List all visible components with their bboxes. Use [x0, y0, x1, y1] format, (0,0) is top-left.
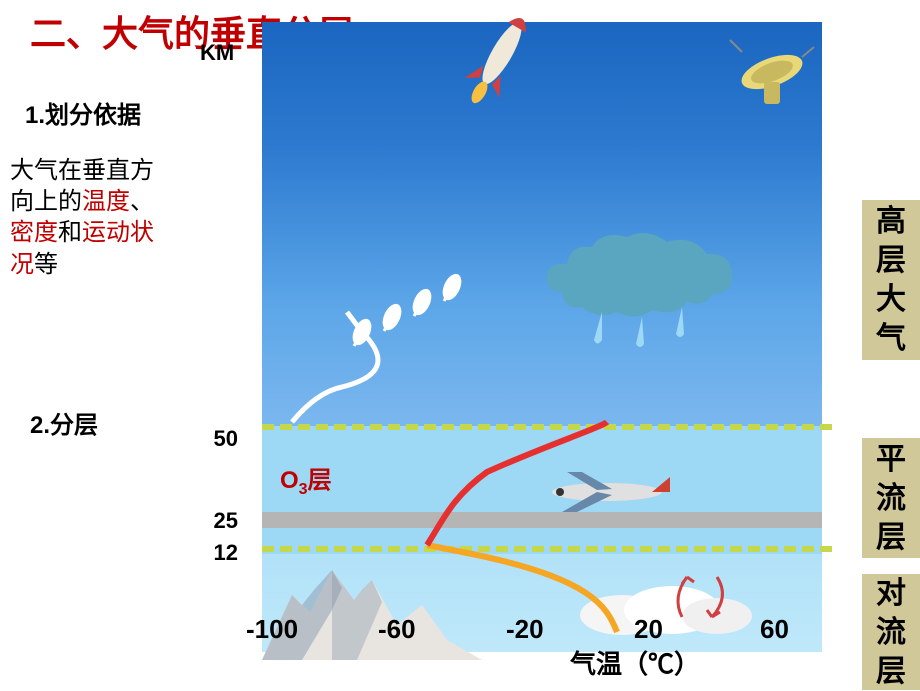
layer-label-high: 高层大气: [862, 200, 920, 360]
section1-heading: 1.划分依据: [25, 95, 141, 130]
o3-O: O: [280, 467, 299, 494]
o3-layer: 层: [308, 467, 332, 494]
o3-label: O3层: [280, 460, 332, 499]
desc-4b: 等: [34, 251, 58, 278]
y-tick-12: 12: [198, 540, 238, 566]
km-axis-label: KM: [200, 40, 234, 66]
desc-3b: 和: [58, 219, 82, 246]
x-tick-n60: -60: [378, 614, 416, 645]
x-axis-label: 气温（℃）: [570, 644, 700, 681]
layer-tropo-text: 对流层: [876, 574, 906, 691]
x-tick-n100: -100: [246, 614, 298, 645]
layer-label-strato: 平流层: [862, 438, 920, 558]
layer-strato-text: 平流层: [876, 440, 906, 557]
atmosphere-diagram: O3层: [262, 22, 822, 652]
description-text: 大气在垂直方 向上的温度、 密度和运动状 况等: [10, 155, 210, 280]
desc-2c: 、: [130, 188, 154, 215]
desc-3c: 运动状: [82, 219, 154, 246]
x-tick-60: 60: [760, 614, 789, 645]
layer-high-text: 高层大气: [876, 202, 906, 358]
desc-4a: 况: [10, 251, 34, 278]
layer-label-tropo: 对流层: [862, 574, 920, 690]
section2-heading: 2.分层: [30, 405, 98, 440]
desc-line1: 大气在垂直方: [10, 157, 154, 184]
y-tick-25: 25: [198, 508, 238, 534]
o3-sub: 3: [299, 481, 308, 498]
desc-3a: 密度: [10, 219, 58, 246]
temperature-curve: [262, 22, 822, 652]
y-tick-50: 50: [198, 426, 238, 452]
x-tick-20: 20: [634, 614, 663, 645]
desc-2b: 温度: [82, 188, 130, 215]
desc-2a: 向上的: [10, 188, 82, 215]
x-tick-n20: -20: [506, 614, 544, 645]
